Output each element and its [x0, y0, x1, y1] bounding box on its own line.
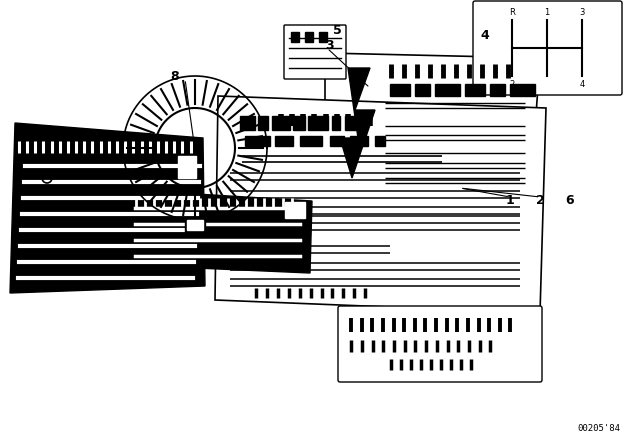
Bar: [465, 84, 485, 96]
Polygon shape: [10, 123, 205, 293]
Text: 00205'84: 00205'84: [577, 424, 620, 433]
Bar: [240, 116, 255, 130]
Bar: [285, 202, 305, 218]
Text: R: R: [509, 8, 515, 17]
Bar: [293, 116, 305, 130]
Polygon shape: [215, 96, 546, 313]
Bar: [245, 136, 270, 146]
Text: 8: 8: [171, 69, 179, 82]
Bar: [300, 136, 322, 146]
Text: 3: 3: [326, 39, 334, 52]
Bar: [178, 156, 196, 178]
Text: 5: 5: [333, 23, 341, 36]
Polygon shape: [340, 68, 375, 178]
Bar: [291, 32, 299, 42]
Text: 1: 1: [545, 8, 550, 17]
Bar: [319, 32, 327, 42]
Text: 2: 2: [536, 194, 545, 207]
Bar: [350, 136, 368, 146]
Bar: [332, 116, 340, 130]
Text: 2: 2: [509, 79, 515, 89]
FancyBboxPatch shape: [473, 1, 622, 95]
FancyBboxPatch shape: [284, 25, 346, 79]
Bar: [510, 84, 535, 96]
Polygon shape: [127, 190, 312, 273]
Bar: [305, 32, 313, 42]
Text: 4: 4: [481, 29, 490, 42]
FancyBboxPatch shape: [338, 306, 542, 382]
Bar: [415, 84, 430, 96]
Text: 3: 3: [579, 8, 585, 17]
Text: 7: 7: [36, 132, 44, 145]
Bar: [375, 136, 385, 146]
Bar: [258, 116, 268, 130]
Text: 4: 4: [579, 79, 584, 89]
Bar: [330, 136, 344, 146]
Polygon shape: [325, 53, 540, 200]
Bar: [390, 84, 410, 96]
Bar: [308, 116, 328, 130]
Text: 1: 1: [506, 194, 515, 207]
Bar: [275, 136, 293, 146]
Bar: [490, 84, 505, 96]
Bar: [185, 218, 205, 232]
Bar: [345, 116, 359, 130]
Bar: [272, 116, 290, 130]
Bar: [435, 84, 460, 96]
Text: 6: 6: [566, 194, 574, 207]
Bar: [187, 220, 203, 230]
